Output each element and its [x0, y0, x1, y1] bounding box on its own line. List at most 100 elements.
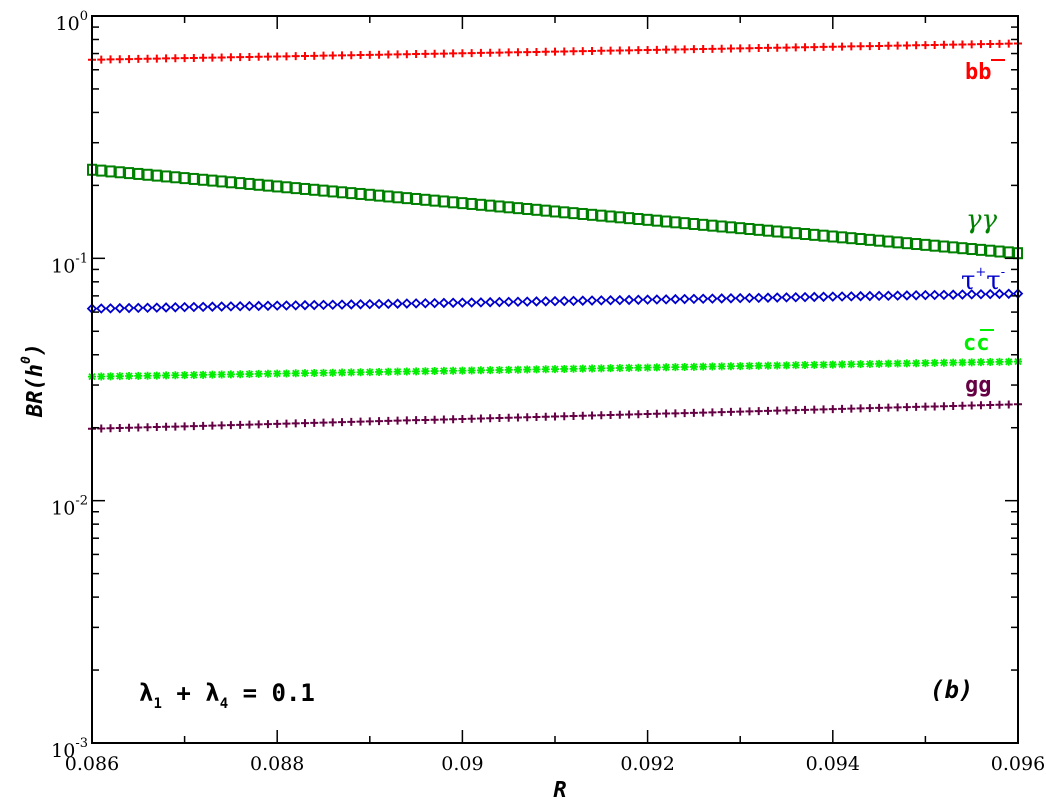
data-point — [327, 185, 338, 198]
data-point — [560, 47, 569, 56]
data-point — [578, 364, 587, 373]
data-point — [967, 358, 976, 367]
data-point — [939, 40, 948, 49]
data-point — [263, 52, 272, 61]
data-point — [819, 405, 828, 414]
data-point — [319, 368, 328, 377]
data-point — [263, 369, 272, 378]
data-point — [828, 360, 837, 369]
data-point — [736, 407, 745, 416]
data-point — [560, 412, 569, 421]
data-point — [744, 223, 755, 236]
data-point — [523, 413, 532, 422]
data-point — [273, 419, 282, 428]
data-point — [134, 54, 143, 63]
data-point — [180, 54, 189, 63]
data-point — [634, 363, 643, 372]
data-point — [262, 179, 273, 192]
data-point — [912, 359, 921, 368]
data-point — [912, 402, 921, 411]
data-point — [522, 202, 533, 215]
data-point — [625, 46, 634, 55]
data-point — [596, 295, 607, 306]
data-point — [467, 414, 476, 423]
data-point — [828, 42, 837, 51]
x-axis-title: R — [553, 778, 566, 802]
data-point — [549, 295, 561, 307]
data-point — [160, 302, 172, 313]
panel-label: (b) — [930, 676, 973, 704]
data-point — [688, 217, 699, 230]
data-point — [374, 189, 385, 202]
data-point — [809, 291, 820, 303]
data-point — [143, 54, 152, 63]
data-point — [143, 371, 152, 380]
data-point — [874, 234, 885, 247]
data-point — [208, 370, 217, 379]
data-point — [134, 423, 143, 432]
data-point — [902, 403, 911, 412]
data-point — [716, 293, 727, 304]
data-point — [346, 299, 357, 310]
data-point — [716, 220, 727, 233]
data-point — [634, 410, 643, 419]
data-point — [717, 408, 726, 417]
data-point — [347, 368, 356, 377]
data-point — [568, 295, 579, 307]
data-point — [661, 215, 672, 228]
data-point — [828, 405, 837, 414]
data-point — [338, 368, 347, 377]
data-point — [540, 296, 552, 307]
svg-text:cc: cc — [963, 331, 990, 356]
data-point — [569, 364, 578, 373]
data-point — [625, 410, 634, 419]
data-point — [438, 297, 450, 309]
lambda-annotation: λ1 + λ4 = 0.1 — [139, 679, 315, 712]
data-point — [300, 51, 309, 60]
data-point — [364, 298, 376, 310]
data-point — [365, 368, 374, 377]
data-point — [902, 359, 911, 368]
data-point — [273, 369, 282, 378]
data-point — [623, 294, 635, 306]
y-axis-title-close: ) — [23, 343, 48, 356]
data-point — [531, 203, 542, 216]
data-point — [171, 371, 180, 380]
data-point — [883, 235, 894, 248]
data-point — [699, 45, 708, 54]
data-point — [161, 170, 172, 183]
data-point — [142, 168, 153, 181]
data-point — [856, 360, 865, 369]
data-point — [401, 298, 413, 309]
data-point — [170, 171, 181, 184]
data-point — [429, 194, 440, 207]
data-point — [688, 293, 700, 305]
data-point — [447, 297, 459, 309]
data-point — [680, 362, 689, 371]
data-point — [97, 372, 106, 381]
data-point — [984, 288, 996, 300]
data-point — [707, 219, 718, 232]
data-point — [717, 44, 726, 53]
data-point — [642, 294, 653, 305]
data-point — [893, 359, 902, 368]
data-point — [225, 301, 237, 312]
data-point — [95, 303, 107, 314]
data-point — [726, 407, 735, 416]
data-point — [838, 360, 847, 369]
series-label-cc: cc — [963, 329, 994, 356]
data-point — [865, 42, 874, 51]
data-point — [327, 299, 339, 311]
data-point — [245, 420, 254, 429]
data-point — [123, 302, 135, 314]
data-point — [197, 301, 209, 313]
data-point — [568, 207, 579, 220]
data-point — [577, 207, 588, 220]
data-point — [355, 187, 366, 200]
data-point — [847, 42, 856, 51]
y-axis-title-sup: 0 — [19, 356, 34, 364]
data-point — [725, 293, 737, 304]
data-point — [745, 361, 754, 370]
series-gg — [88, 400, 1022, 433]
series-bb — [88, 39, 1022, 64]
